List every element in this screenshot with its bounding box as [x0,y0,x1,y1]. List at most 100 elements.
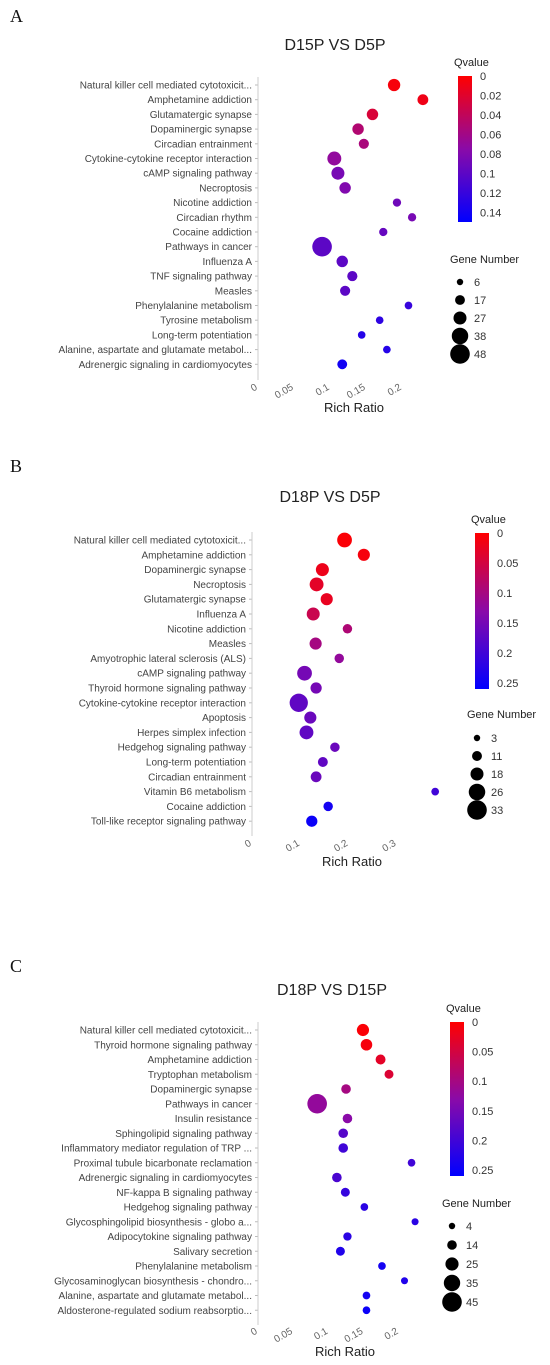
panel-c-bubble[interactable] [332,1172,342,1183]
panel-c-bubble[interactable] [375,1054,386,1065]
panel-b-category-label: Amyotrophic lateral sclerosis (ALS) [90,654,246,665]
panel-a-bubble[interactable] [375,316,384,325]
panel-a-category-label: Influenza A [203,257,253,268]
panel-a-bubble[interactable] [340,285,351,296]
panel-c-category-label: Sphingolipid signaling pathway [115,1129,252,1140]
panel-a-bubble[interactable] [337,359,348,370]
panel-a-bubble[interactable] [331,166,345,180]
panel-b-category-label: Apoptosis [202,713,246,724]
panel-b-category-label: Cytokine-cytokine receptor interaction [79,698,246,709]
panel-c-bubble[interactable] [340,1187,350,1197]
panel-a-category-label: Cytokine-cytokine receptor interaction [85,154,252,165]
panel-c-bubble[interactable] [341,1084,351,1094]
panel-a-gene-number-legend-marker [450,344,470,364]
panel-b-bubble[interactable] [323,801,333,812]
panel-c-bubble[interactable] [378,1262,386,1270]
panel-a-bubble[interactable] [357,331,366,339]
panel-c-bubble[interactable] [343,1232,352,1241]
panel-b-bubble[interactable] [330,742,340,752]
panel-c-x-tick-label: 0.2 [383,1326,401,1343]
panel-b-qvalue-tick-label: 0.05 [497,558,518,570]
panel-c-bubble[interactable] [360,1203,369,1211]
panel-c-bubble[interactable] [338,1128,349,1139]
panel-c-gene-number-legend-label: 45 [466,1297,478,1309]
panel-c-bubble[interactable] [400,1277,409,1285]
panel-b-bubble[interactable] [297,665,312,681]
panel-a-bubble[interactable] [339,182,351,194]
panel-b-category-label: Cocaine addiction [167,802,247,813]
panel-b-qvalue-colorbar [475,533,489,689]
panel-a-bubble[interactable] [379,227,388,237]
panel-b-x-tick-label: 0.1 [284,838,302,855]
panel-b-bubble[interactable] [337,532,352,548]
panel-c-gene-number-legend-label: 35 [466,1278,478,1290]
panel-c-category-label: Glycosphingolipid biosynthesis - globo a… [66,1217,252,1228]
panel-b-bubble[interactable] [357,548,370,561]
panel-b-bubble[interactable] [306,607,320,621]
panel-a-bubble[interactable] [336,255,348,268]
panel-c-bubble[interactable] [307,1093,327,1114]
panel-b-bubble[interactable] [342,624,353,634]
panel-a-bubble[interactable] [366,108,379,121]
panel-b-bubble[interactable] [431,787,440,796]
panel-b-x-tick-label: 0.3 [381,838,399,855]
panel-a-bubble[interactable] [312,236,332,257]
panel-b-bubble[interactable] [309,637,322,650]
panel-c-bubble[interactable] [342,1113,353,1124]
panel-c-bubble[interactable] [338,1143,349,1153]
panel-c-bubble[interactable] [407,1158,416,1167]
panel-a-qvalue-tick-label: 0.08 [480,149,501,161]
panel-a-bubble[interactable] [327,151,342,166]
panel-c-bubble[interactable] [411,1218,419,1226]
panel-a-bubble[interactable] [347,271,358,282]
panel-a-bubble[interactable] [392,198,402,207]
panel-a-bubble[interactable] [352,123,364,135]
panel-c-bubble[interactable] [362,1306,371,1315]
panel-b-bubble[interactable] [315,563,329,577]
panel-a-gene-number-legend-label: 48 [474,349,486,361]
panel-c-gene-number-legend-marker [448,1222,456,1230]
panel-a-category-label: Dopaminergic synapse [150,125,252,136]
panel-a-gene-number-legend-label: 27 [474,313,486,325]
panel-b-bubble[interactable] [309,577,324,592]
panel-b-gene-number-legend-marker [468,783,486,801]
panel-b-bubble[interactable] [299,725,314,740]
panel-c-category-label: Adrenergic signaling in cardiomyocytes [79,1173,252,1184]
panel-a-x-tick-label: 0.15 [345,382,368,401]
panel-c-gene-number-legend-title: Gene Number [442,1198,511,1210]
panel-b-x-axis-title: Rich Ratio [322,854,382,869]
panel-b-gene-number-legend-marker [467,800,487,820]
panel-a-category-label: Necroptosis [199,183,252,194]
panel-b-bubble[interactable] [304,711,317,724]
panel-b-bubble[interactable] [289,693,308,712]
panel-b-bubble[interactable] [317,757,328,767]
panel-c-bubble[interactable] [362,1291,371,1300]
panel-b-bubble[interactable] [310,682,322,694]
panel-b-letter: B [10,456,22,476]
panel-c-bubble[interactable] [360,1038,373,1051]
panel-c-x-tick-label: 0.15 [343,1326,366,1345]
panel-b-category-label: Circadian entrainment [148,772,246,783]
panel-b-bubble[interactable] [306,815,318,827]
panel-b-bubble[interactable] [310,771,322,783]
panel-c-gene-number-legend-marker [447,1240,457,1250]
panel-a-bubble[interactable] [358,138,369,149]
panel-c-bubble[interactable] [335,1246,345,1256]
panel-c-bubble[interactable] [384,1069,394,1079]
panel-b-category-label: Thyroid hormone signaling pathway [88,684,246,695]
panel-a-bubble[interactable] [383,345,391,354]
panel-c-gene-number-legend-marker [445,1257,459,1271]
panel-b-bubble[interactable] [320,593,333,606]
panel-c-bubble[interactable] [356,1023,370,1037]
panel-a-bubble[interactable] [404,301,413,310]
panel-a-x-tick-label: 0.2 [386,382,404,399]
panel-c-letter: C [10,956,22,976]
panel-a-gene-number-legend-label: 17 [474,295,486,307]
panel-b-gene-number-legend-label: 18 [491,769,503,781]
panel-b-bubble[interactable] [334,653,344,664]
panel-a-bubble[interactable] [417,94,429,106]
panel-c-gene-number-legend-label: 4 [466,1221,472,1233]
panel-a-bubble[interactable] [387,78,401,92]
panel-a-bubble[interactable] [407,213,417,222]
